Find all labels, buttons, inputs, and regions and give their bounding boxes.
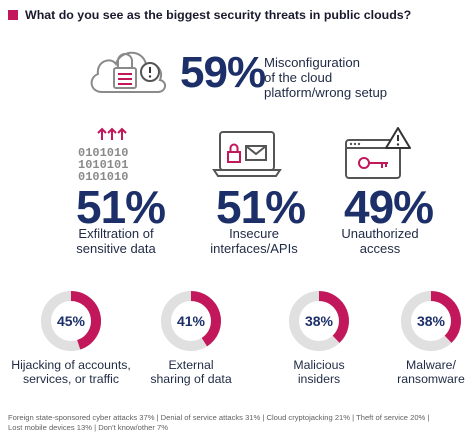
label-line: interfaces/APIs (210, 241, 298, 256)
donut-chart (401, 291, 461, 351)
stat-label-insecure-interfaces: Insecure interfaces/APIs (184, 226, 324, 256)
donut-value-malicious-insiders: 38% (304, 313, 334, 329)
stat-label-unauthorized: Unauthorized access (310, 226, 450, 256)
donut-value-hijacking: 45% (56, 313, 86, 329)
stat-value-insecure-interfaces: 51% (216, 181, 306, 233)
donut-arc-malware (430, 291, 461, 343)
donut-label-malicious-insiders: Malicious insiders (264, 358, 374, 386)
footer-line: Foreign state-sponsored cyber attacks 37… (8, 413, 430, 422)
donut-external-sharing: 41% (158, 288, 224, 354)
donut-label-external-sharing: External sharing of data (128, 358, 254, 386)
label-line: sharing of data (150, 372, 232, 386)
question-header: What do you see as the biggest security … (8, 6, 468, 24)
stat-label-exfiltration: Exfiltration of sensitive data (46, 226, 186, 256)
donut-chart (161, 291, 221, 351)
stat-value-misconfiguration: 59% (180, 48, 266, 97)
browser-key-warning-icon (345, 127, 411, 179)
stat-value-unauthorized: 49% (344, 181, 434, 233)
label-line: External (168, 358, 214, 372)
stat-value-exfiltration: 51% (76, 181, 166, 233)
footer-line: Lost mobile devices 13% | Don't know/oth… (8, 423, 169, 432)
cloud-lock-warning-icon (90, 51, 166, 93)
donut-label-hijacking: Hijacking of accounts, services, or traf… (0, 358, 142, 386)
donut-chart (289, 291, 349, 351)
label-line: services, or traffic (22, 372, 120, 386)
label-line: Unauthorized (341, 226, 419, 241)
footer-other-threats: Foreign state-sponsored cyber attacks 37… (8, 413, 470, 433)
laptop-lock-mail-icon (212, 131, 282, 177)
donut-label-malware: Malware/ ransomware (376, 358, 474, 386)
donut-value-external-sharing: 41% (176, 313, 206, 329)
label-line: Hijacking of accounts, (11, 358, 131, 372)
label-line: Insecure (229, 226, 279, 241)
accent-square-icon (8, 10, 18, 20)
label-line: Exfiltration of (78, 226, 154, 241)
donut-value-malware: 38% (416, 313, 446, 329)
svg-text:1010101: 1010101 (78, 158, 128, 172)
question-title: What do you see as the biggest security … (25, 8, 412, 22)
binary-upload-icon: 0101010 1010101 0101010 (78, 127, 128, 184)
label-line: insiders (297, 372, 341, 386)
donut-malicious-insiders: 38% (286, 288, 352, 354)
svg-text:0101010: 0101010 (78, 170, 128, 184)
label-line: access (359, 241, 401, 256)
svg-text:0101010: 0101010 (78, 146, 128, 160)
stat-label-misconfiguration: Misconfiguration of the cloud platform/w… (264, 55, 414, 100)
donut-malware: 38% (398, 288, 464, 354)
label-line: of the cloud (264, 70, 333, 85)
label-line: Malicious (293, 358, 345, 372)
label-line: platform/wrong setup (264, 85, 388, 100)
donut-hijacking: 45% (38, 288, 104, 354)
label-line: Misconfiguration (264, 55, 361, 70)
donut-arc-hijacking (70, 291, 101, 350)
label-line: ransomware (397, 372, 465, 386)
donut-arc-malicious-insiders (318, 291, 349, 343)
label-line: sensitive data (76, 241, 156, 256)
label-line: Malware/ (406, 358, 456, 372)
donut-arc-external-sharing (190, 291, 221, 347)
donut-chart (41, 291, 101, 351)
